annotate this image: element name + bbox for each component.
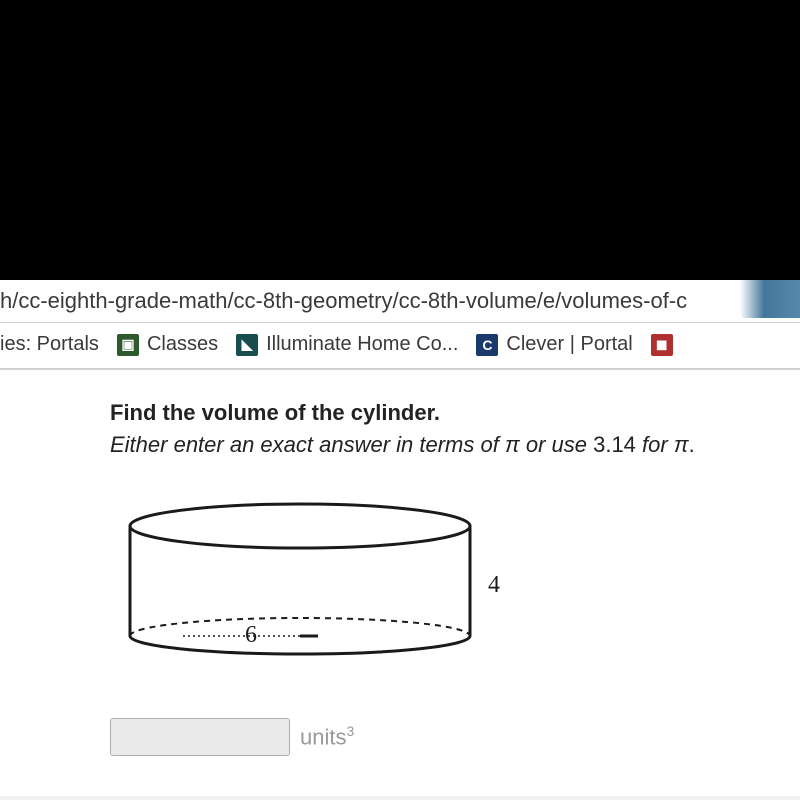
problem-subtitle: Either enter an exact answer in terms of… [110, 432, 800, 458]
bookmark-illuminate[interactable]: ◣ Illuminate Home Co... [236, 333, 458, 356]
bookmark-portals[interactable]: ies: Portals [0, 333, 99, 356]
subtitle-post: for [636, 432, 674, 457]
classes-icon: ▣ [117, 334, 139, 356]
red-icon: ◼ [651, 334, 673, 356]
screen-area: h/cc-eighth-grade-math/cc-8th-geometry/c… [0, 280, 800, 800]
bookmark-label: Clever | Portal [506, 333, 632, 356]
problem-content: Find the volume of the cylinder. Either … [0, 370, 800, 796]
units-text: units [300, 725, 346, 750]
bookmark-label: Classes [147, 333, 218, 356]
period: . [689, 432, 695, 457]
bookmark-clever[interactable]: C Clever | Portal [476, 333, 632, 356]
bookmark-label: Illuminate Home Co... [266, 333, 458, 356]
bookmark-red[interactable]: ◼ [651, 334, 673, 356]
cylinder-diagram: 64 [110, 498, 530, 678]
clever-icon: C [476, 334, 498, 356]
pi-symbol: π [674, 432, 689, 457]
answer-row: units3 [110, 718, 800, 756]
subtitle-pre: Either enter an exact answer in terms of [110, 432, 505, 457]
answer-input[interactable] [110, 718, 290, 756]
svg-text:4: 4 [488, 572, 500, 598]
units-exponent: 3 [346, 723, 354, 739]
problem-title: Find the volume of the cylinder. [110, 400, 800, 426]
bookmarks-bar: ies: Portals ▣ Classes ◣ Illuminate Home… [0, 323, 800, 370]
subtitle-mid: or use [520, 432, 593, 457]
pi-value: 3.14 [593, 432, 636, 457]
svg-text:6: 6 [245, 622, 257, 648]
illuminate-icon: ◣ [236, 334, 258, 356]
bookmark-label: ies: Portals [0, 333, 99, 356]
url-text: h/cc-eighth-grade-math/cc-8th-geometry/c… [0, 288, 687, 313]
cylinder-svg: 64 [110, 498, 530, 678]
url-gradient [740, 280, 800, 318]
bookmark-classes[interactable]: ▣ Classes [117, 333, 218, 356]
units-label: units3 [300, 723, 354, 750]
pi-symbol: π [505, 432, 520, 457]
url-bar[interactable]: h/cc-eighth-grade-math/cc-8th-geometry/c… [0, 280, 800, 323]
